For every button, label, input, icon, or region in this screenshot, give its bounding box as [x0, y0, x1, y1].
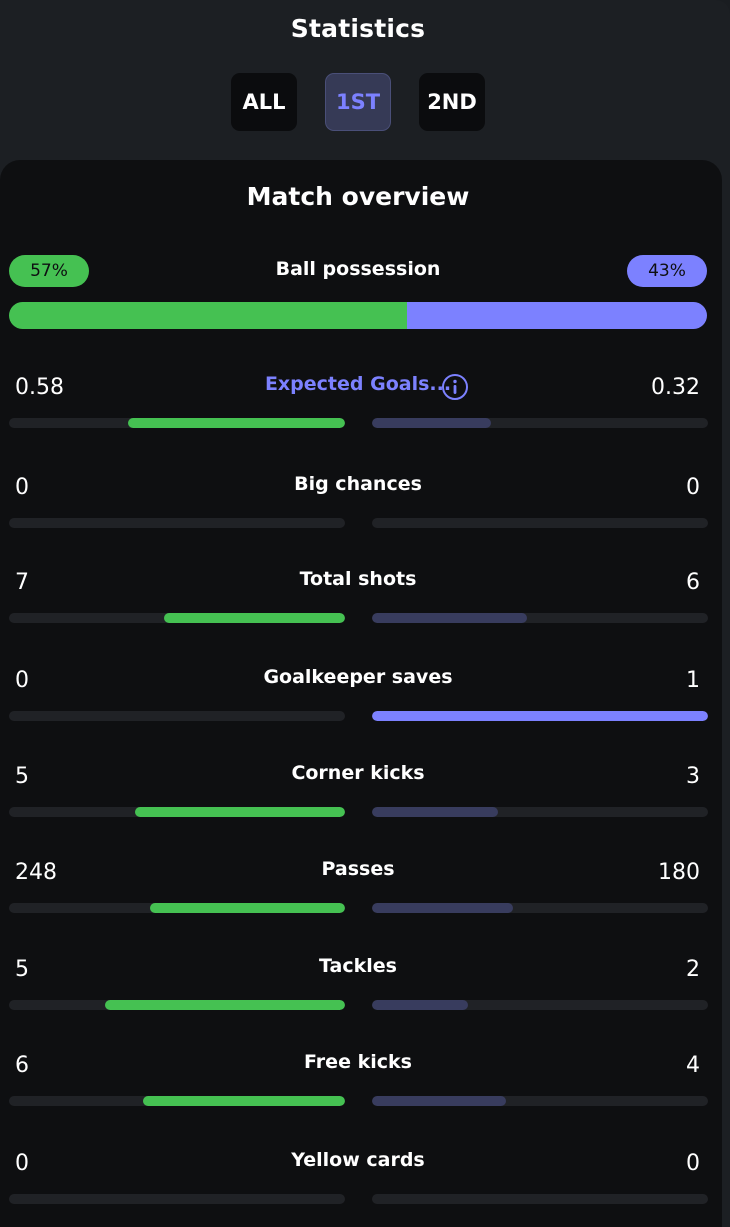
possession-bar — [9, 302, 707, 329]
home-stat-bar — [9, 1096, 345, 1106]
stat-label: Free kicks — [304, 1051, 412, 1073]
home-stat-bar — [9, 418, 345, 428]
away-stat-bar — [372, 418, 708, 428]
stat-label[interactable]: Expected Goals... — [264, 373, 452, 395]
home-possession-badge: 57% — [9, 255, 89, 287]
away-stat-value: 2 — [686, 957, 700, 982]
away-stat-bar — [372, 903, 708, 913]
match-overview-card: Match overview 57% Ball possession 43% 0… — [0, 160, 722, 1227]
home-stat-bar — [9, 613, 345, 623]
statistics-title: Statistics — [290, 14, 426, 43]
home-stat-fill — [105, 1000, 345, 1010]
away-stat-value: 3 — [686, 764, 700, 789]
stat-row: 0.58 Expected Goals... 0.32 — [0, 373, 722, 455]
stat-row: 0 Yellow cards 0 — [0, 1149, 722, 1227]
stat-row: 0 Big chances 0 — [0, 473, 722, 555]
home-stat-fill — [150, 903, 345, 913]
away-stat-bar — [372, 518, 708, 528]
home-stat-value: 6 — [15, 1053, 29, 1078]
away-stat-fill — [372, 903, 514, 913]
stat-row: 6 Free kicks 4 — [0, 1051, 722, 1133]
home-stat-value: 0 — [15, 1151, 29, 1176]
away-stat-bar — [372, 807, 708, 817]
home-stat-fill — [143, 1096, 345, 1106]
away-stat-bar — [372, 1000, 708, 1010]
stat-row: 5 Tackles 2 — [0, 955, 722, 1037]
home-stat-value: 5 — [15, 957, 29, 982]
home-stat-bar — [9, 1194, 345, 1204]
stat-row: 5 Corner kicks 3 — [0, 762, 722, 844]
stat-label: Goalkeeper saves — [263, 666, 453, 688]
tab-second-half[interactable]: 2ND — [419, 73, 485, 131]
home-stat-value: 0 — [15, 475, 29, 500]
home-stat-value: 7 — [15, 570, 29, 595]
home-stat-value: 0 — [15, 668, 29, 693]
stat-label: Tackles — [319, 955, 397, 977]
stat-row: 0 Goalkeeper saves 1 — [0, 666, 722, 748]
home-possession-fill — [9, 302, 407, 329]
stat-label: Big chances — [294, 473, 422, 495]
home-stat-bar — [9, 807, 345, 817]
home-stat-bar — [9, 518, 345, 528]
stat-label: Total shots — [299, 568, 417, 590]
stat-label: Yellow cards — [291, 1149, 425, 1171]
home-stat-fill — [135, 807, 345, 817]
away-stat-value: 1 — [686, 668, 700, 693]
info-icon[interactable] — [441, 373, 469, 401]
home-stat-value: 0.58 — [15, 375, 64, 400]
away-stat-value: 0 — [686, 1151, 700, 1176]
stat-label: Passes — [321, 858, 395, 880]
away-stat-fill — [372, 418, 492, 428]
away-stat-value: 180 — [658, 860, 700, 885]
away-stat-fill — [372, 613, 528, 623]
away-stat-bar — [372, 613, 708, 623]
tab-all[interactable]: ALL — [231, 73, 297, 131]
home-stat-fill — [128, 418, 345, 428]
home-stat-value: 5 — [15, 764, 29, 789]
away-stat-value: 4 — [686, 1053, 700, 1078]
match-overview-title: Match overview — [246, 182, 470, 211]
away-stat-value: 0 — [686, 475, 700, 500]
ball-possession-label: Ball possession — [275, 258, 441, 280]
stat-label: Corner kicks — [291, 762, 425, 784]
away-stat-bar — [372, 711, 708, 721]
ball-possession-row: 57% Ball possession 43% — [9, 255, 707, 289]
home-stat-bar — [9, 1000, 345, 1010]
away-stat-value: 0.32 — [651, 375, 700, 400]
home-stat-fill — [164, 613, 345, 623]
home-stat-bar — [9, 903, 345, 913]
away-stat-fill — [372, 1000, 468, 1010]
away-stat-fill — [372, 1096, 507, 1106]
period-tabs: ALL 1ST 2ND — [0, 73, 716, 131]
away-stat-fill — [372, 711, 708, 721]
home-stat-value: 248 — [15, 860, 57, 885]
away-possession-badge: 43% — [627, 255, 707, 287]
home-stat-bar — [9, 711, 345, 721]
away-possession-fill — [406, 302, 707, 329]
away-stat-bar — [372, 1194, 708, 1204]
away-stat-fill — [372, 807, 498, 817]
tab-first-half[interactable]: 1ST — [325, 73, 391, 131]
stat-row: 248 Passes 180 — [0, 858, 722, 940]
away-stat-bar — [372, 1096, 708, 1106]
stat-row: 7 Total shots 6 — [0, 568, 722, 650]
away-stat-value: 6 — [686, 570, 700, 595]
